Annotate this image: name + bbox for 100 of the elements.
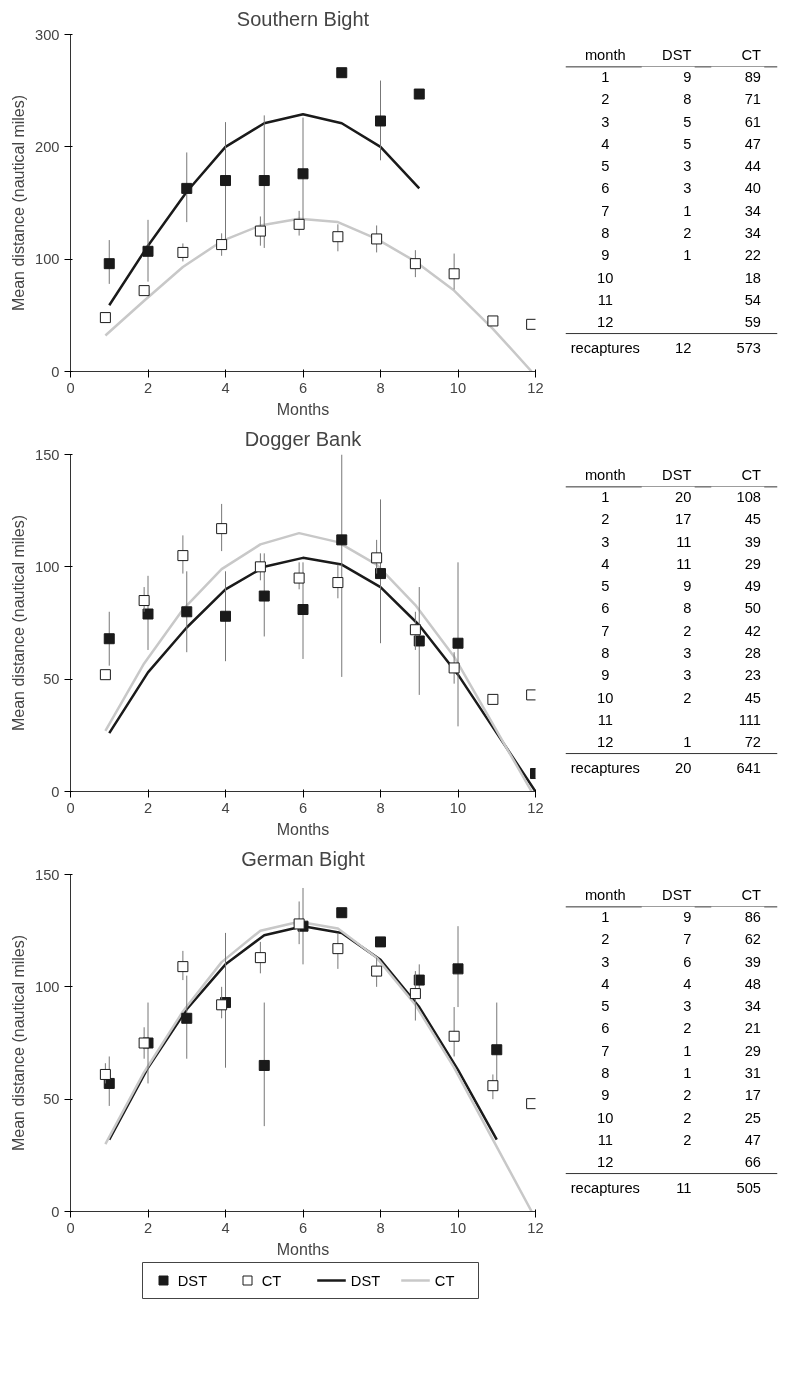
x-axis-title: Months — [276, 400, 330, 418]
point — [177, 961, 189, 973]
data-label: 2 — [683, 622, 692, 639]
x-axis-title: Months — [276, 1240, 330, 1258]
chart-title: Dogger Bank — [244, 427, 363, 450]
point — [371, 233, 383, 245]
data-label: 28 — [744, 645, 761, 662]
point — [452, 637, 464, 649]
point — [293, 218, 305, 230]
point — [181, 182, 193, 194]
y-tick-label: recaptures — [570, 760, 640, 777]
point — [371, 965, 383, 977]
data-label: 11 — [676, 1180, 692, 1197]
data-label: 1 — [683, 202, 692, 219]
y-tick-label: 0 — [51, 363, 60, 380]
y-axis-title: month — [584, 466, 626, 483]
data-label: 11 — [676, 555, 692, 572]
y-tick-label: 6 — [601, 1020, 610, 1037]
point — [181, 1012, 193, 1024]
point — [99, 669, 111, 681]
y-tick-label: 12 — [597, 1154, 614, 1171]
point — [216, 523, 228, 535]
point — [254, 952, 266, 964]
data-label: 3 — [683, 667, 692, 684]
y-tick-label: 10 — [597, 689, 614, 706]
data-label: 34 — [744, 202, 761, 219]
data-label: 21 — [744, 1020, 761, 1037]
point — [448, 1030, 460, 1042]
point — [487, 315, 499, 327]
data-label: 6 — [683, 953, 692, 970]
point — [258, 590, 270, 602]
y-tick-label: 50 — [43, 671, 60, 688]
y-tick-label: 5 — [601, 998, 610, 1015]
point — [216, 999, 228, 1011]
data-label: 8 — [683, 91, 692, 108]
y-tick-label: 11 — [597, 292, 613, 309]
data-label: 2 — [683, 1087, 692, 1104]
data-label: 17 — [744, 1087, 761, 1104]
y-tick-label: 1 — [601, 488, 610, 505]
data-label: 111 — [738, 712, 761, 729]
x-tick-label: 0 — [66, 379, 75, 396]
data-label: 72 — [744, 734, 761, 751]
y-tick-label: 10 — [597, 1109, 614, 1126]
point — [297, 168, 309, 180]
x-tick-label: 8 — [376, 379, 385, 396]
y-tick-label: 12 — [597, 734, 614, 751]
point — [293, 572, 305, 584]
data-label: 40 — [744, 180, 761, 197]
data-label: 5 — [683, 135, 692, 152]
y-tick-label: 4 — [601, 555, 610, 572]
data-label: 2 — [683, 689, 692, 706]
point — [487, 693, 499, 705]
data-label: 3 — [683, 998, 692, 1015]
data-label: 17 — [675, 511, 692, 528]
x-tick-label: 0 — [66, 1219, 75, 1236]
legend-label: CT — [261, 1272, 282, 1289]
point — [254, 225, 266, 237]
data-label: 44 — [744, 158, 761, 175]
y-tick-label: 9 — [601, 1087, 610, 1104]
y-tick-label: 6 — [601, 600, 610, 617]
y-axis-title: month — [584, 46, 626, 63]
point — [181, 606, 193, 618]
data-label: 50 — [744, 600, 761, 617]
y-tick-label: 8 — [601, 645, 610, 662]
y-tick-label: 5 — [601, 158, 610, 175]
y-tick-label: 3 — [601, 533, 610, 550]
data-label: 61 — [744, 113, 761, 130]
x-tick-label: 4 — [221, 1219, 230, 1236]
point — [220, 175, 231, 187]
x-tick-label: 4 — [221, 799, 230, 816]
x-axis-title: Months — [276, 820, 330, 838]
data-label: 45 — [744, 689, 761, 706]
y-tick-label: 2 — [601, 511, 610, 528]
data-label: 641 — [736, 760, 761, 777]
point — [375, 568, 386, 580]
data-label: 54 — [744, 292, 761, 309]
y-tick-label: 12 — [597, 314, 614, 331]
point — [258, 175, 270, 187]
data-label: 59 — [744, 314, 761, 331]
y-tick-label: 150 — [35, 446, 60, 463]
x-tick-label: 8 — [376, 1219, 385, 1236]
data-label: 31 — [744, 1065, 761, 1082]
y-tick-label: 3 — [601, 953, 610, 970]
point — [413, 88, 425, 100]
y-tick-label: 8 — [601, 225, 610, 242]
point — [448, 662, 460, 674]
data-label: 49 — [744, 578, 761, 595]
point — [409, 258, 421, 270]
data-label: 9 — [683, 578, 692, 595]
data-label: 573 — [736, 340, 761, 357]
x-tick-label: 10 — [449, 379, 467, 396]
data-label: 2 — [683, 225, 692, 242]
point — [254, 561, 266, 573]
data-label: 34 — [744, 225, 761, 242]
data-label: 86 — [744, 908, 761, 925]
point — [452, 963, 464, 975]
point — [220, 610, 231, 622]
data-label: 23 — [744, 667, 761, 684]
y-tick-label: 150 — [35, 866, 60, 883]
y-tick-label: recaptures — [570, 1180, 640, 1197]
